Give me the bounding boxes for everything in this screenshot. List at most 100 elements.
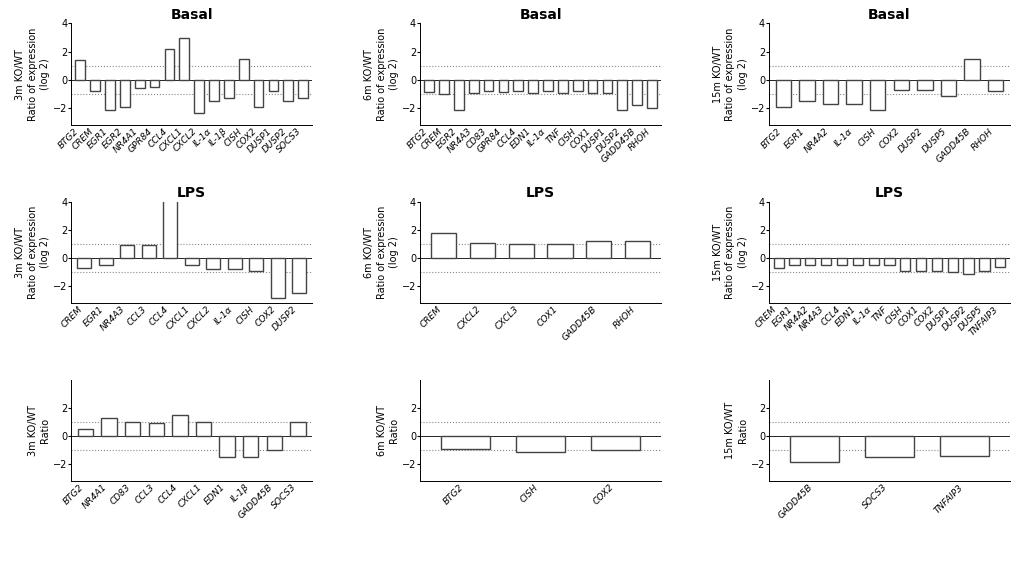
Bar	[431, 232, 455, 258]
Bar	[184, 258, 199, 265]
Bar	[587, 80, 597, 93]
Bar	[105, 80, 115, 110]
Y-axis label: 6m KO/WT
Ratio: 6m KO/WT Ratio	[376, 405, 398, 456]
Bar	[616, 80, 627, 110]
Bar	[298, 80, 308, 99]
Bar	[916, 80, 931, 90]
Bar	[883, 258, 894, 265]
Bar	[820, 258, 830, 265]
Title: LPS: LPS	[874, 186, 903, 200]
Y-axis label: 6m KO/WT
Ratio of expression
(log 2): 6m KO/WT Ratio of expression (log 2)	[364, 205, 398, 299]
Bar	[625, 241, 649, 258]
Bar	[91, 80, 100, 92]
Bar	[557, 80, 568, 93]
Bar	[508, 244, 533, 258]
Bar	[142, 245, 156, 258]
Bar	[77, 429, 93, 436]
Bar	[268, 80, 278, 92]
Bar	[424, 80, 434, 92]
Y-axis label: 3m KO/WT
Ratio of expression
(log 2): 3m KO/WT Ratio of expression (log 2)	[15, 28, 50, 121]
Bar	[774, 80, 790, 107]
Bar	[99, 258, 113, 265]
Bar	[149, 423, 164, 436]
Title: Basal: Basal	[867, 8, 910, 22]
Bar	[254, 80, 263, 107]
Bar	[516, 436, 565, 451]
Bar	[789, 436, 838, 461]
Title: LPS: LPS	[526, 186, 554, 200]
Bar	[963, 258, 973, 274]
Bar	[209, 80, 219, 101]
Bar	[206, 258, 220, 269]
Bar	[963, 59, 979, 80]
Bar	[573, 80, 582, 92]
Bar	[632, 80, 641, 106]
Bar	[900, 258, 910, 271]
Title: Basal: Basal	[519, 8, 561, 22]
Bar	[453, 80, 464, 110]
Bar	[224, 80, 233, 99]
Bar	[543, 80, 552, 92]
Bar	[120, 245, 135, 258]
Bar	[799, 80, 814, 101]
Bar	[646, 80, 656, 108]
Bar	[528, 80, 537, 93]
Bar	[867, 258, 878, 265]
Bar	[135, 80, 145, 89]
Bar	[163, 200, 177, 258]
Bar	[864, 436, 913, 457]
Bar	[270, 258, 284, 298]
Y-axis label: 15m KO/WT
Ratio of expression
(log 2): 15m KO/WT Ratio of expression (log 2)	[712, 28, 747, 121]
Bar	[547, 244, 572, 258]
Bar	[120, 80, 129, 107]
Bar	[77, 258, 91, 268]
Bar	[483, 80, 493, 92]
Bar	[772, 258, 783, 268]
Bar	[602, 80, 611, 93]
Bar	[101, 418, 117, 436]
Bar	[940, 80, 955, 96]
Bar	[987, 80, 1003, 92]
Y-axis label: 6m KO/WT
Ratio of expression
(log 2): 6m KO/WT Ratio of expression (log 2)	[364, 28, 398, 121]
Bar	[440, 436, 489, 449]
Bar	[470, 242, 494, 258]
Bar	[125, 422, 141, 436]
Bar	[869, 80, 884, 110]
Bar	[283, 80, 292, 101]
Bar	[266, 436, 281, 450]
Bar	[846, 80, 861, 104]
Bar	[804, 258, 814, 265]
Bar	[164, 49, 174, 80]
Bar	[150, 80, 159, 87]
Bar	[586, 241, 610, 258]
Bar	[179, 38, 189, 80]
Bar	[194, 80, 204, 113]
Bar	[893, 80, 908, 90]
Bar	[243, 436, 258, 457]
Y-axis label: 15m KO/WT
Ratio of expression
(log 2): 15m KO/WT Ratio of expression (log 2)	[712, 205, 747, 299]
Y-axis label: 3m KO/WT
Ratio of expression
(log 2): 3m KO/WT Ratio of expression (log 2)	[15, 205, 50, 299]
Bar	[290, 422, 306, 436]
Bar	[238, 59, 249, 80]
Bar	[172, 415, 187, 436]
Bar	[995, 258, 1005, 266]
Bar	[789, 258, 799, 265]
Bar	[513, 80, 523, 92]
Title: LPS: LPS	[177, 186, 206, 200]
Bar	[931, 258, 942, 271]
Bar	[219, 436, 234, 457]
Bar	[469, 80, 478, 93]
Bar	[75, 60, 85, 80]
Bar	[940, 436, 988, 456]
Bar	[836, 258, 847, 265]
Y-axis label: 15m KO/WT
Ratio: 15m KO/WT Ratio	[725, 402, 747, 459]
Bar	[291, 258, 306, 294]
Bar	[196, 422, 211, 436]
Bar	[822, 80, 838, 104]
Bar	[852, 258, 862, 265]
Title: Basal: Basal	[170, 8, 213, 22]
Bar	[249, 258, 263, 271]
Bar	[439, 80, 448, 94]
Bar	[498, 80, 507, 92]
Bar	[227, 258, 242, 269]
